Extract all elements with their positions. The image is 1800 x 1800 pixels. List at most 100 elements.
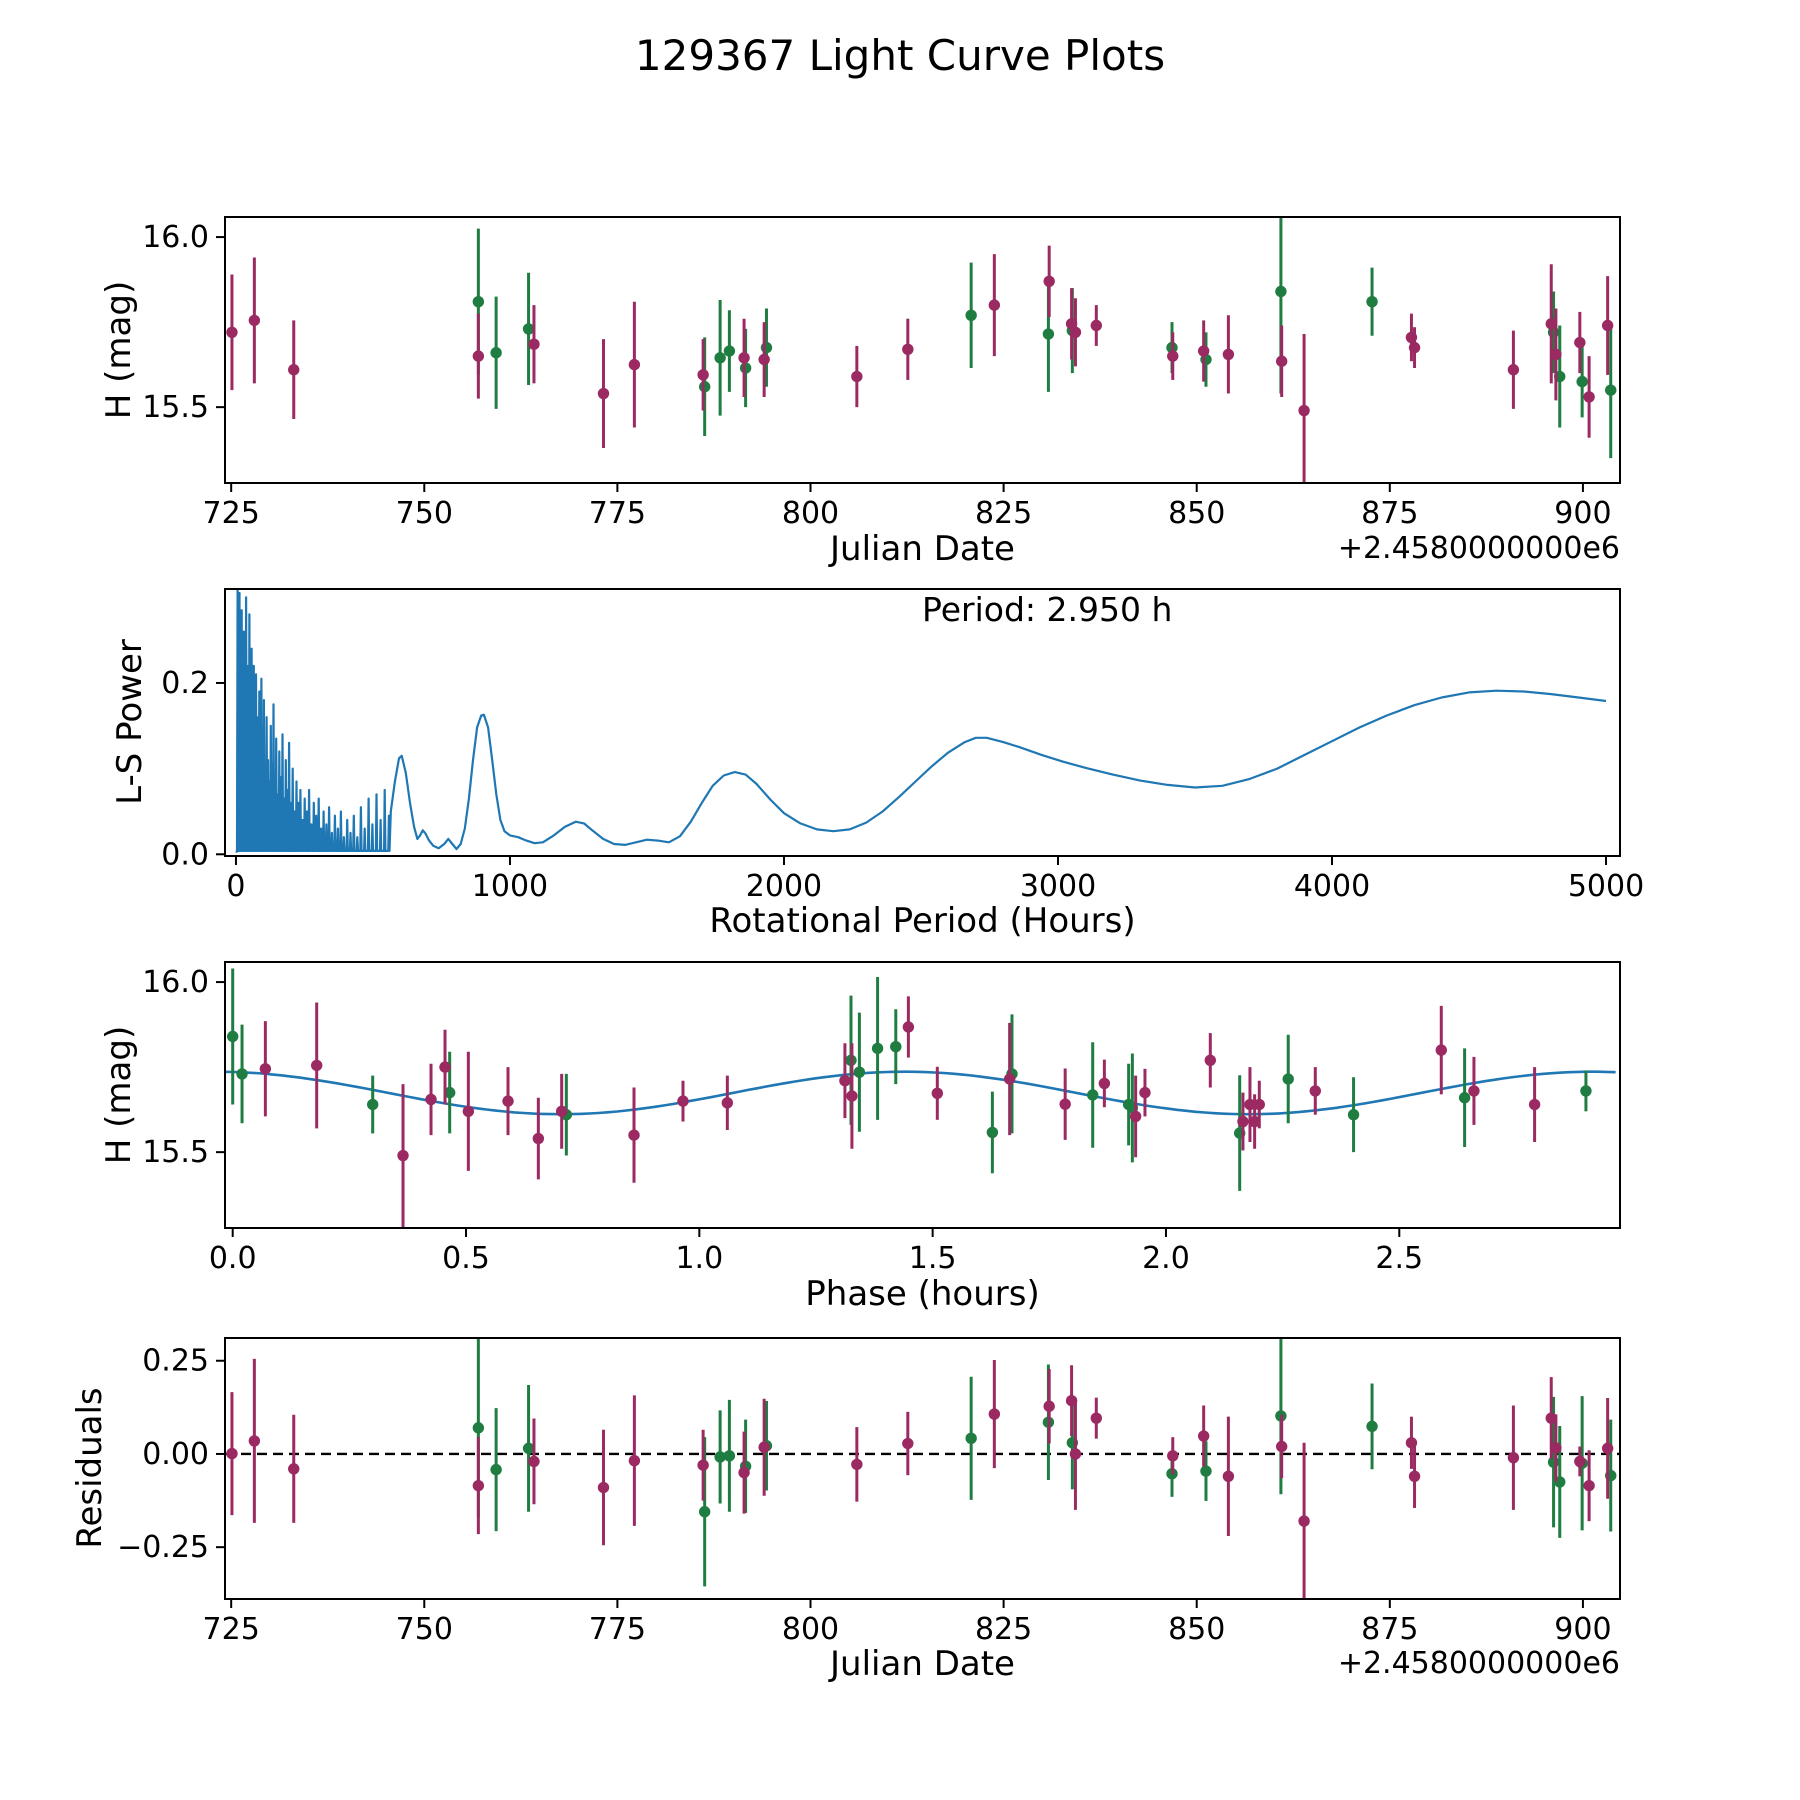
data-point: [1528, 1098, 1541, 1111]
x-tick-label: 3000: [1020, 869, 1096, 904]
data-point: [1275, 1440, 1288, 1453]
data-point: [259, 1063, 272, 1075]
x-tick-label: 800: [782, 1612, 839, 1647]
data-point: [628, 1129, 640, 1141]
data-point: [1098, 1077, 1111, 1090]
data-point: [1605, 384, 1617, 396]
plot1-x-axis-label: Julian Date: [830, 529, 1015, 569]
data-point: [1366, 1420, 1378, 1433]
data-point: [1275, 355, 1288, 367]
data-point: [528, 1455, 540, 1468]
data-point: [871, 1042, 884, 1055]
data-point: [738, 352, 750, 364]
y-tick-label: 0.2: [161, 666, 209, 701]
data-point: [1200, 1465, 1212, 1477]
data-point: [760, 341, 773, 354]
data-point: [443, 1086, 456, 1099]
data-point: [1580, 1085, 1592, 1097]
data-point: [1003, 1073, 1016, 1085]
x-tick-label: 2.5: [1375, 1241, 1423, 1276]
data-point: [1069, 1448, 1082, 1460]
y-tick-label: 0.25: [142, 1344, 209, 1379]
data-point: [1043, 1400, 1055, 1412]
data-point: [1043, 275, 1055, 287]
data-point: [851, 370, 863, 383]
plot4-x-axis-label: Julian Date: [830, 1644, 1015, 1684]
data-point: [1550, 348, 1562, 361]
sinusoid-fit-curve: [225, 1070, 1616, 1116]
x-tick-label: 4000: [1294, 869, 1370, 904]
data-point: [248, 1435, 261, 1447]
data-point: [532, 1132, 545, 1145]
data-point: [1087, 1089, 1099, 1101]
data-point: [902, 343, 914, 356]
data-point: [1408, 1470, 1421, 1483]
plot4-y-axis-label: Residuals: [70, 1387, 110, 1549]
data-point: [758, 1441, 770, 1453]
data-point: [988, 299, 1001, 311]
subplot-3-frame: [224, 961, 1621, 1229]
data-point: [472, 295, 485, 308]
data-point: [226, 1447, 238, 1460]
subplot-1-data: [226, 217, 1617, 483]
y-tick-label: −0.25: [117, 1530, 209, 1565]
data-point: [555, 1105, 568, 1118]
subplot-2-frame: [224, 588, 1621, 857]
subplot-2-data: [235, 589, 1607, 854]
data-point: [698, 1506, 711, 1518]
data-point: [839, 1075, 851, 1087]
x-tick-label: 1000: [472, 869, 548, 904]
data-point: [988, 1408, 1001, 1420]
subplot-4-frame: [224, 1337, 1621, 1600]
data-point: [697, 369, 709, 381]
x-tick-label: 900: [1554, 496, 1611, 531]
x-tick-label: 0.5: [442, 1241, 490, 1276]
data-point: [439, 1061, 451, 1073]
data-point: [1244, 1098, 1256, 1111]
data-point: [472, 1479, 485, 1492]
y-tick-label: 16.0: [142, 965, 209, 1000]
data-point: [1366, 295, 1378, 308]
data-point: [1545, 1412, 1557, 1424]
plot4-x-axis-offset: +2.4580000000e6: [1337, 1646, 1620, 1681]
data-point: [1167, 350, 1179, 362]
data-point: [986, 1126, 999, 1139]
x-tick-label: 2.0: [1142, 1241, 1190, 1276]
data-point: [1253, 1098, 1265, 1111]
data-point: [462, 1105, 475, 1118]
data-point: [528, 338, 540, 350]
data-point: [490, 347, 502, 359]
data-point: [677, 1095, 689, 1107]
data-point: [1090, 319, 1102, 332]
x-tick-label: 0.0: [209, 1241, 257, 1276]
figure-title: 129367 Light Curve Plots: [634, 31, 1166, 80]
x-tick-label: 1.0: [675, 1241, 723, 1276]
data-point: [248, 314, 261, 327]
data-point: [1069, 326, 1082, 339]
data-point: [1435, 1044, 1447, 1056]
data-point: [890, 1040, 902, 1053]
x-tick-label: 750: [396, 1612, 453, 1647]
x-tick-label: 1.5: [909, 1241, 957, 1276]
data-point: [846, 1090, 858, 1102]
data-point: [472, 1422, 485, 1434]
data-point: [1167, 1450, 1179, 1462]
data-point: [522, 1442, 535, 1455]
data-point: [1545, 318, 1557, 330]
plot2-x-axis-label: Rotational Period (Hours): [709, 901, 1136, 941]
plot3-y-axis-label: H (mag): [99, 1025, 139, 1165]
x-tick-label: 800: [782, 496, 839, 531]
data-point: [1468, 1085, 1480, 1097]
y-tick-label: 15.5: [142, 1135, 209, 1170]
data-point: [1275, 285, 1287, 298]
data-point: [738, 1466, 750, 1479]
x-tick-label: 775: [589, 496, 646, 531]
x-tick-label: 750: [396, 496, 453, 531]
data-point: [226, 1030, 239, 1043]
data-point: [472, 350, 485, 362]
subplot-1-frame: [224, 216, 1621, 484]
data-point: [1237, 1115, 1249, 1128]
data-point: [1197, 345, 1210, 357]
subplot-3-data: [225, 968, 1616, 1227]
data-point: [366, 1098, 379, 1111]
